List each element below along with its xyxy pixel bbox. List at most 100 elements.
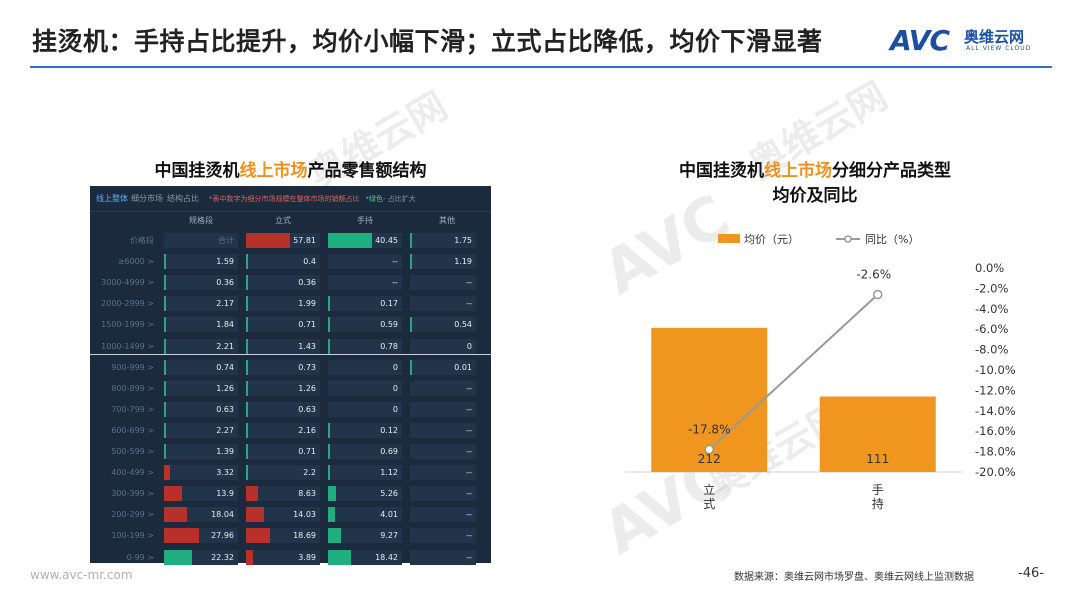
cell-value: 100-199 >	[111, 531, 154, 541]
table-row: 700-799 > 0.63 0.63 0 --	[90, 399, 491, 420]
share-bar	[328, 422, 330, 438]
table-cell: 0.63	[246, 401, 320, 417]
table-header: 立式	[275, 216, 291, 225]
table-cell: 0.4	[246, 254, 320, 270]
share-bar	[164, 338, 166, 354]
row-label[interactable]: 100-199 >	[92, 528, 158, 543]
cell-value: 0	[392, 404, 398, 414]
cell-value: 900-999 >	[111, 362, 154, 372]
yoy-value-label: -17.8%	[688, 423, 730, 437]
cell-value: 1.75	[454, 236, 472, 245]
table-cell: --	[410, 507, 476, 523]
tab-online-overall[interactable]: 线上整体	[96, 194, 128, 203]
cell-value: --	[392, 278, 398, 288]
avc-logo: AVC 奥维云网 ALL VIEW CLOUD	[890, 24, 1060, 57]
y-right-tick-label: 0.0%	[975, 261, 1004, 275]
right-chart-title: 中国挂烫机线上市场分细分产品类型 均价及同比	[679, 161, 951, 206]
row-label[interactable]: 300-399 >	[92, 486, 158, 501]
table-row: 0-99 > 22.32 3.89 18.42 --	[90, 547, 491, 568]
row-label[interactable]: 3000-4999 >	[92, 275, 158, 290]
slide-title: 挂烫机：手持占比提升，均价小幅下滑；立式占比降低，均价下滑显著	[32, 27, 823, 56]
row-label[interactable]: 0-99 >	[92, 550, 158, 565]
table-cell: 2.21	[164, 338, 238, 354]
y-right-tick-label: -12.0%	[975, 383, 1016, 397]
row-label[interactable]: 价格段	[92, 233, 158, 248]
table-cell: 2.17	[164, 296, 238, 312]
yoy-value-label: -2.6%	[856, 268, 891, 282]
y-right-tick-label: -8.0%	[975, 343, 1008, 357]
cell-value: 600-699 >	[111, 425, 154, 435]
row-label[interactable]: 900-999 >	[92, 360, 158, 375]
cell-value: 22.32	[211, 552, 234, 562]
table-cell: 0.17	[328, 296, 402, 312]
cell-value: 8.63	[298, 489, 316, 499]
share-bar	[246, 359, 248, 375]
cell-value: 0.54	[454, 320, 472, 330]
cell-value: 700-799 >	[111, 404, 154, 414]
share-bar	[164, 486, 183, 502]
cell-value: 0	[392, 383, 398, 393]
cell-value: 0	[466, 341, 472, 351]
row-label[interactable]: 600-699 >	[92, 423, 158, 438]
table-cell: 0	[328, 401, 402, 417]
row-label[interactable]: 700-799 >	[92, 402, 158, 417]
cell-value: 1.19	[454, 257, 472, 267]
tab-structure[interactable]: 结构占比	[167, 194, 199, 203]
row-label[interactable]: 500-599 >	[92, 444, 158, 459]
cell-value: 2.17	[216, 299, 234, 309]
table-cell: --	[410, 296, 476, 312]
cell-value: 57.81	[293, 236, 316, 245]
legend-line-label: 同比（%）	[865, 233, 919, 246]
table-cell: 1.26	[246, 380, 320, 396]
retail-structure-table: 线上整体 细分市场 结构占比 *表中数字为细分市场规模在整体市场的销额占比 *绿…	[90, 186, 491, 565]
table-toolbar: 线上整体 细分市场 结构占比 *表中数字为细分市场规模在整体市场的销额占比 *绿…	[90, 186, 491, 212]
row-label[interactable]: 400-499 >	[92, 465, 158, 480]
cell-value: 0.4	[303, 257, 316, 267]
cell-value: 0.36	[216, 278, 234, 288]
share-bar	[246, 401, 248, 417]
share-bar	[246, 275, 248, 291]
row-label[interactable]: 800-899 >	[92, 381, 158, 396]
table-cell: 13.9	[164, 486, 238, 502]
row-label[interactable]: 1000-1499 >	[92, 339, 158, 354]
table-cell: 0.78	[328, 338, 402, 354]
cell-value: 18.42	[375, 552, 398, 562]
table-cell: 1.75	[410, 233, 476, 248]
table-header: 其他	[439, 216, 455, 225]
cell-value: 18.69	[293, 531, 316, 541]
cell-value: 27.96	[211, 531, 234, 541]
cell-value: 300-399 >	[111, 489, 154, 499]
share-bar	[328, 549, 352, 565]
share-bar	[246, 380, 248, 396]
table-cell: 3.32	[164, 465, 238, 481]
table-cell: 0	[410, 338, 476, 354]
share-bar	[164, 359, 166, 375]
table-cell: 9.27	[328, 528, 402, 544]
share-bar	[410, 233, 412, 248]
cell-value: 0.01	[454, 362, 472, 372]
cell-value: 0.73	[298, 362, 316, 372]
logo-en: ALL VIEW CLOUD	[966, 45, 1032, 52]
share-bar	[164, 401, 166, 417]
row-label[interactable]: 1500-1999 >	[92, 317, 158, 332]
row-label[interactable]: 200-299 >	[92, 507, 158, 522]
share-bar	[410, 254, 412, 270]
table-cell: 0.71	[246, 444, 320, 459]
cell-value: --	[392, 257, 398, 267]
tab-segment[interactable]: 细分市场	[131, 194, 163, 203]
row-label[interactable]: 2000-2999 >	[92, 296, 158, 311]
cell-value: 1.39	[216, 447, 234, 456]
cell-value: 1.43	[298, 341, 316, 351]
share-bar	[410, 359, 412, 375]
table-cell: 14.03	[246, 507, 320, 523]
cell-value: 1.59	[216, 257, 234, 267]
cell-value: ≥6000 >	[117, 257, 154, 267]
y-right-tick-label: -6.0%	[975, 322, 1008, 336]
cell-value: 5.26	[380, 489, 398, 499]
table-cell: --	[410, 380, 476, 396]
table-cell: 0.54	[410, 317, 476, 333]
y-right-tick-label: -10.0%	[975, 363, 1016, 377]
share-bar	[328, 338, 330, 354]
row-label[interactable]: ≥6000 >	[92, 254, 158, 269]
